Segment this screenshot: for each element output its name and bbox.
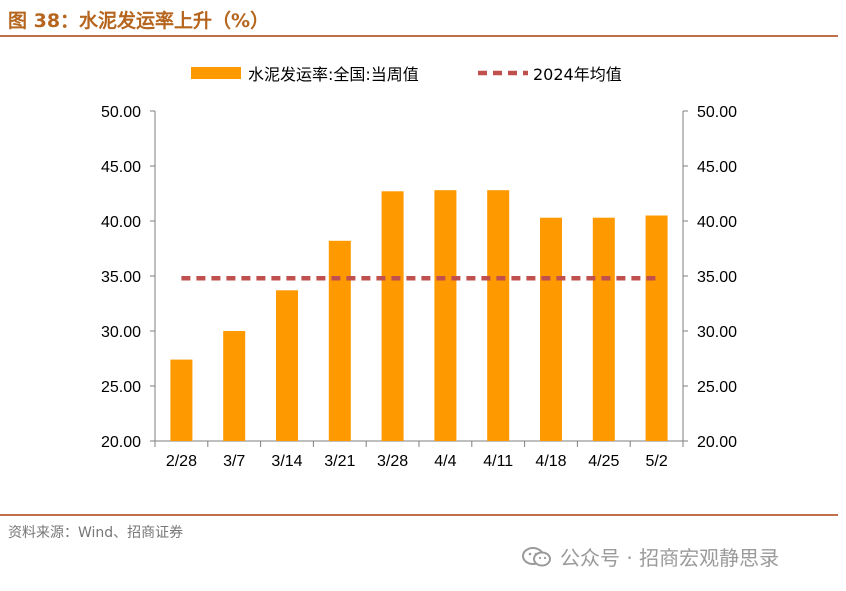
y-tick-label: 25.00 — [101, 379, 141, 396]
watermark: 公众号 · 招商宏观静思录 — [522, 542, 779, 571]
legend-label-bar: 水泥发运率:全国:当周值 — [248, 65, 419, 84]
bar — [381, 191, 404, 441]
y-tick-label: 40.00 — [101, 214, 141, 231]
bar — [276, 290, 298, 441]
x-tick-label: 2/28 — [166, 453, 197, 470]
bar-series — [170, 190, 668, 441]
y2-tick-label: 40.00 — [697, 214, 737, 231]
y2-tick-label: 45.00 — [697, 159, 737, 176]
axes: 20.00 25.00 30.00 35.00 40.00 45.00 50.00 20.00… — [101, 104, 737, 470]
legend-swatch-bar — [191, 67, 241, 79]
legend: 水泥发运率:全国:当周值 2024年均值 — [191, 65, 622, 84]
y2-tick-label: 30.00 — [697, 324, 737, 341]
y2-tick-label: 35.00 — [697, 269, 737, 286]
bar — [328, 240, 351, 441]
bar — [223, 331, 246, 441]
bar-chart: 水泥发运率:全国:当周值 2024年均值 20.00 25.00 30.00 35.00… — [101, 65, 737, 470]
bar — [592, 217, 615, 441]
bar — [487, 190, 510, 441]
x-tick-label: 3/7 — [223, 453, 245, 470]
chart-title: 图 38：水泥发运率上升（%） — [8, 10, 270, 32]
top-divider — [0, 35, 838, 37]
y2-tick-label: 25.00 — [697, 379, 737, 396]
x-tick-label: 3/28 — [377, 453, 408, 470]
y-tick-label: 35.00 — [101, 269, 141, 286]
x-tick-label: 4/11 — [483, 453, 513, 470]
x-tick-label: 4/18 — [535, 453, 566, 470]
bar — [645, 215, 668, 441]
x-tick-label: 3/21 — [324, 453, 355, 470]
bar — [540, 217, 562, 441]
watermark-text: 公众号 · 招商宏观静思录 — [560, 546, 780, 570]
bar — [170, 359, 193, 441]
x-tick-label: 5/2 — [645, 453, 667, 470]
source-note: 资料来源：Wind、招商证券 — [8, 525, 184, 541]
y-tick-label: 45.00 — [101, 159, 141, 176]
y-tick-label: 50.00 — [101, 104, 141, 121]
y-tick-label: 30.00 — [101, 324, 141, 341]
wechat-icon — [522, 546, 552, 568]
bottom-divider — [0, 514, 838, 516]
x-tick-label: 4/4 — [434, 453, 456, 470]
y2-tick-label: 20.00 — [697, 434, 737, 451]
y2-tick-label: 50.00 — [697, 104, 737, 121]
x-tick-label: 3/14 — [271, 453, 302, 470]
bar — [434, 190, 457, 441]
x-tick-label: 4/25 — [588, 453, 619, 470]
y-tick-label: 20.00 — [101, 434, 141, 451]
legend-label-line: 2024年均值 — [533, 65, 622, 84]
